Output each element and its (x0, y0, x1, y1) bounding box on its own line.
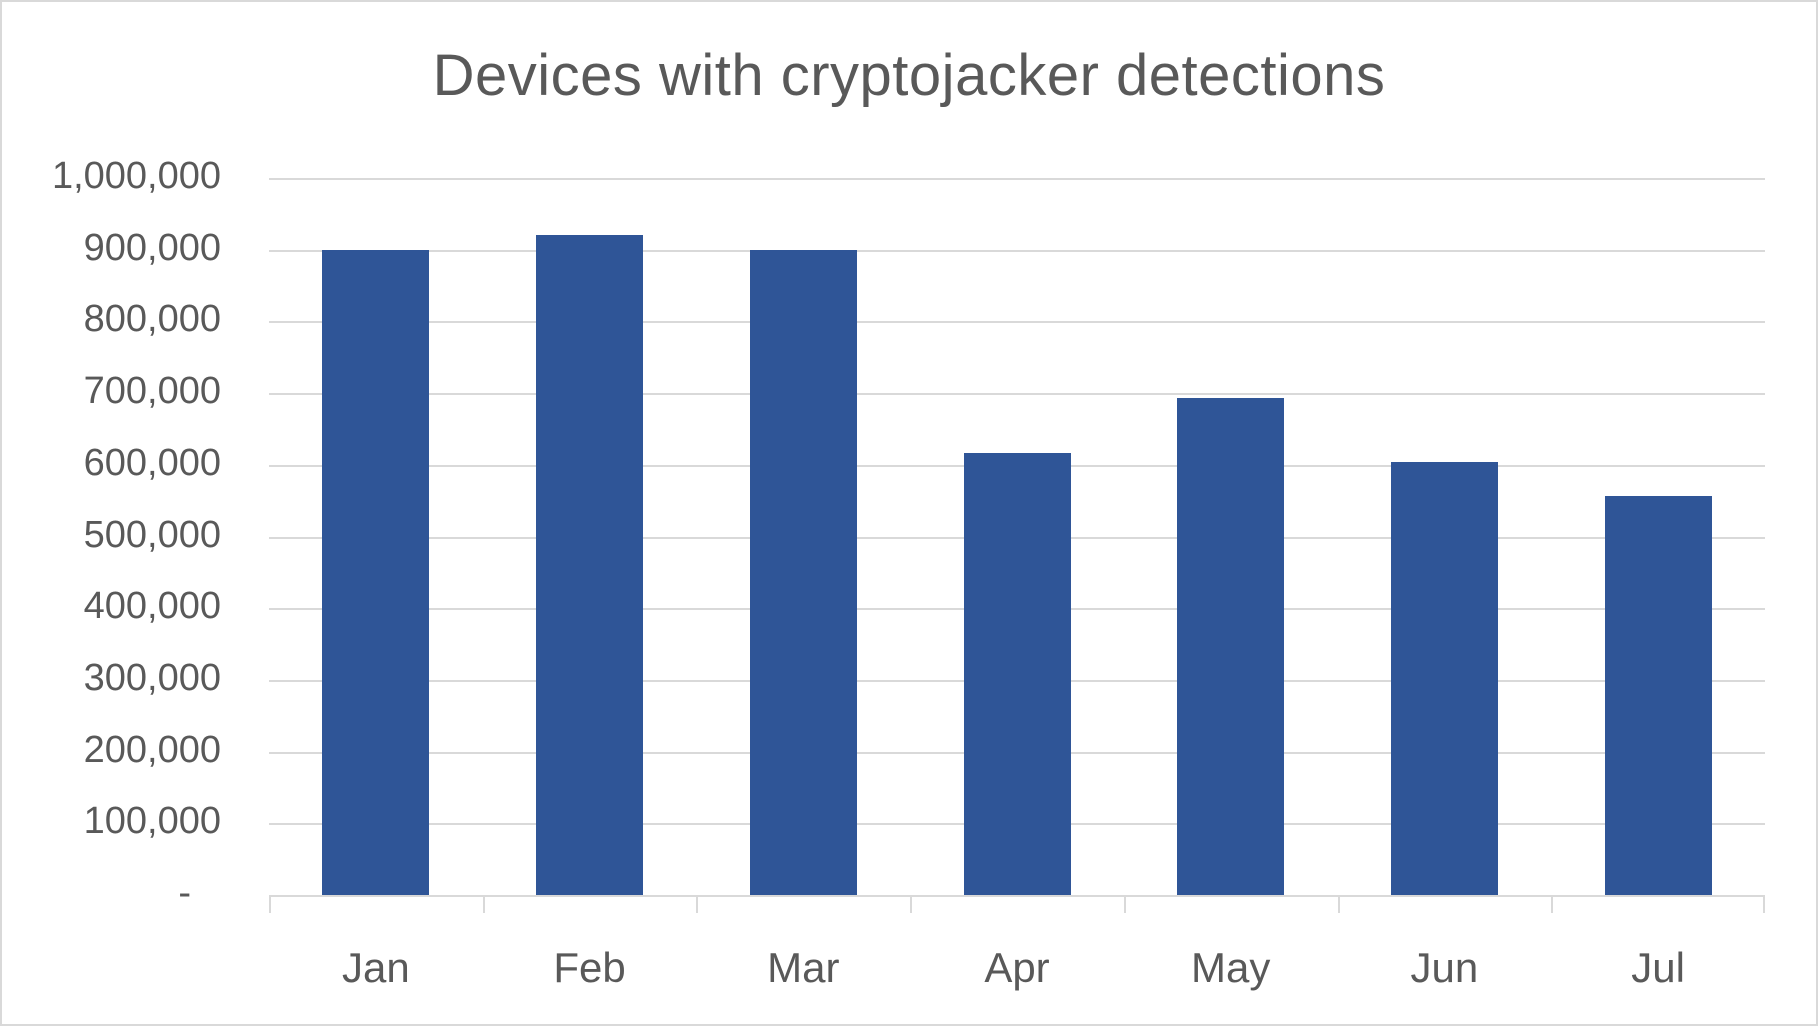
bar-apr[interactable] (963, 453, 1071, 895)
bar-jul[interactable] (1604, 495, 1712, 895)
y-tick-label: 700,000 (83, 370, 221, 413)
bar-jun[interactable] (1390, 461, 1498, 895)
y-tick-label: - (178, 872, 191, 914)
y-tick-label: 800,000 (83, 298, 221, 341)
bar-may[interactable] (1177, 398, 1285, 895)
gridline (269, 178, 1765, 180)
x-axis-tick (1551, 897, 1554, 913)
plot-area: Jan Feb Mar Apr May Jun Jul (269, 178, 1765, 991)
gridline (269, 393, 1765, 396)
y-tick-label: 500,000 (83, 513, 221, 556)
y-tick-label: 200,000 (83, 728, 221, 771)
y-tick-label: 100,000 (83, 800, 221, 843)
y-tick-label: 600,000 (83, 441, 221, 484)
y-tick-label: 300,000 (83, 656, 221, 699)
x-axis-tick (482, 897, 485, 913)
x-tick-label: Apr (984, 944, 1050, 991)
chart-title: Devices with cryptojacker detections (432, 43, 1386, 108)
x-tick-label: May (1191, 944, 1271, 991)
x-axis-tick (1337, 897, 1340, 913)
x-axis-line (269, 895, 1765, 897)
x-tick-label: Feb (553, 944, 626, 991)
bar-mar[interactable] (749, 249, 857, 895)
x-axis-tick (1123, 897, 1126, 913)
gridline (269, 321, 1765, 324)
x-axis-tick (696, 897, 699, 913)
y-tick-label: 400,000 (83, 585, 221, 628)
bar-feb[interactable] (536, 234, 644, 895)
gridline (269, 249, 1765, 252)
x-axis-tick (1763, 897, 1765, 913)
bar-jan[interactable] (322, 250, 430, 895)
x-tick-label: Jul (1631, 944, 1685, 991)
x-axis-tick (910, 897, 913, 913)
x-axis-tick (269, 897, 271, 913)
y-tick-label: 1,000,000 (51, 155, 221, 197)
y-tick-label: 900,000 (83, 226, 221, 269)
x-tick-label: Jun (1410, 944, 1479, 991)
x-tick-label: Jan (341, 944, 410, 991)
x-tick-label: Mar (767, 944, 840, 991)
